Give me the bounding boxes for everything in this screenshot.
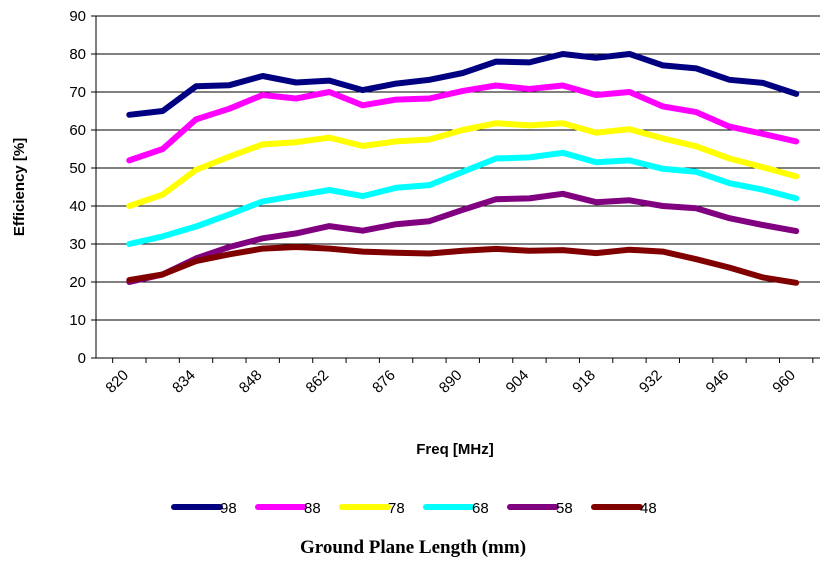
series-line-48 xyxy=(126,244,800,286)
x-tick-label: 848 xyxy=(236,367,266,397)
y-tick-label: 40 xyxy=(69,198,86,215)
x-tick-label: 946 xyxy=(703,367,733,397)
y-axis-title: Efficiency [%] xyxy=(11,138,28,236)
series-line-68 xyxy=(126,149,800,247)
y-tick-label: 0 xyxy=(78,350,86,367)
x-tick-label: 960 xyxy=(769,367,799,397)
x-tick-label: 862 xyxy=(303,367,333,397)
y-tick-label: 20 xyxy=(69,274,86,291)
y-tick-label: 90 xyxy=(69,8,86,25)
y-tick-label: 60 xyxy=(69,122,86,139)
series-line-78 xyxy=(126,120,800,209)
x-axis-title: Freq [MHz] xyxy=(416,441,494,458)
legend-title: Ground Plane Length (mm) xyxy=(300,537,526,558)
series-line-58 xyxy=(126,190,800,285)
legend-label-78: 78 xyxy=(388,500,405,517)
y-tick-label: 80 xyxy=(69,46,86,63)
x-tick-label: 918 xyxy=(569,367,599,397)
legend-label-58: 58 xyxy=(556,500,573,517)
series-line-98 xyxy=(126,51,800,118)
y-tick-label: 70 xyxy=(69,84,86,101)
x-tick-label: 820 xyxy=(102,367,132,397)
legend-label-68: 68 xyxy=(472,500,489,517)
x-tick-label: 876 xyxy=(369,367,399,397)
x-tick-label: 932 xyxy=(636,367,666,397)
y-tick-label: 10 xyxy=(69,312,86,329)
legend-label-98: 98 xyxy=(220,500,237,517)
legend-label-88: 88 xyxy=(304,500,321,517)
legend-label-48: 48 xyxy=(640,500,657,517)
x-tick-label: 834 xyxy=(169,367,199,397)
y-tick-label: 30 xyxy=(69,236,86,253)
x-tick-label: 890 xyxy=(436,367,466,397)
series-line-88 xyxy=(126,82,800,164)
y-tick-label: 50 xyxy=(69,160,86,177)
x-tick-label: 904 xyxy=(503,367,533,397)
